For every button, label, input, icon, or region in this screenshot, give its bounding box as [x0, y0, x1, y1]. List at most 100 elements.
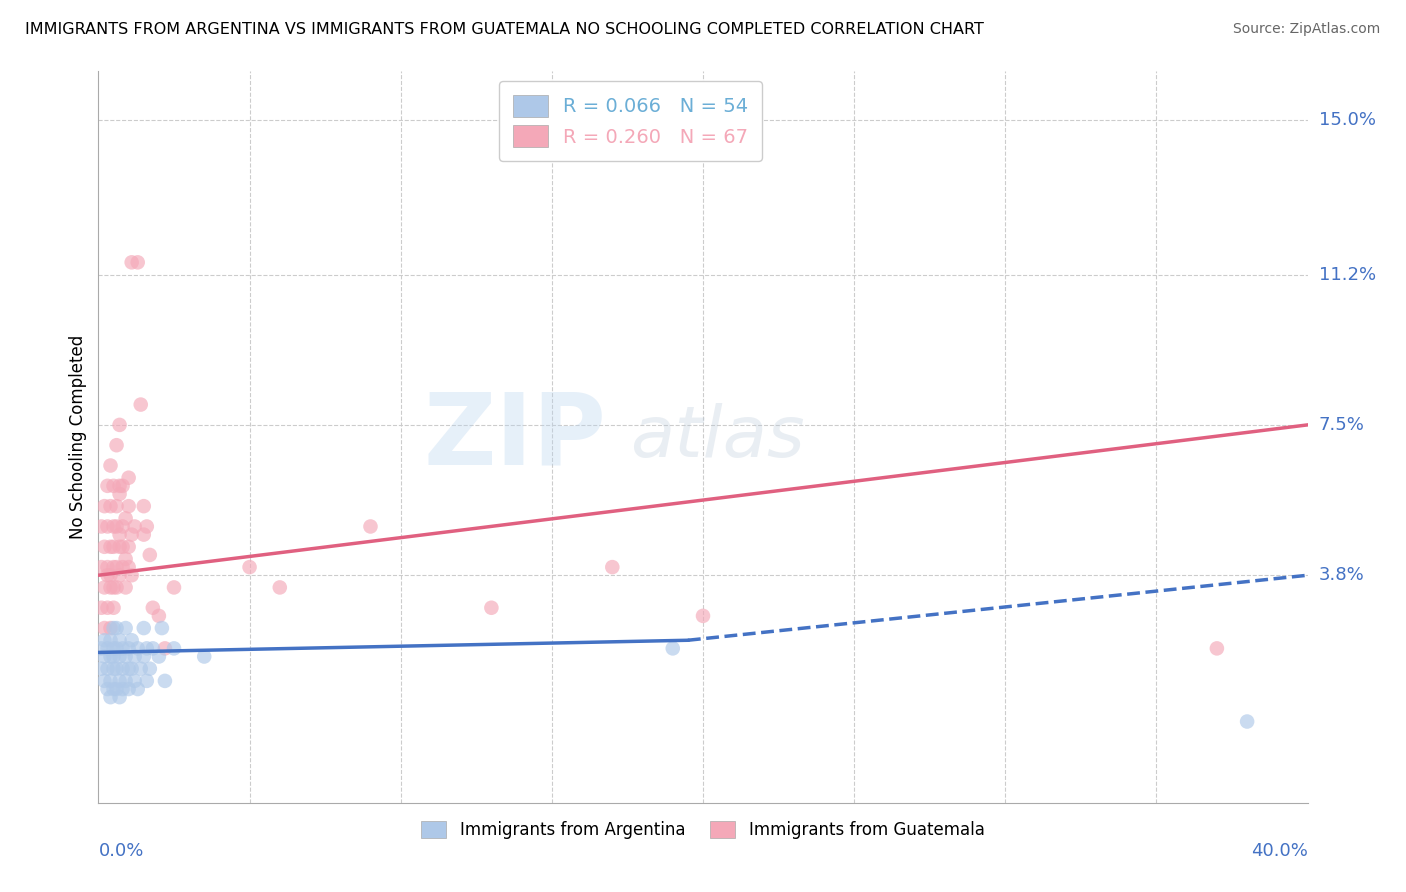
Text: 15.0%: 15.0%: [1319, 112, 1375, 129]
Point: [103, 600, 125, 615]
Point: [108, 673, 131, 688]
Point: [269, 581, 291, 595]
Point: [127, 681, 149, 696]
Point: [100, 621, 122, 635]
Point: [139, 548, 162, 562]
Point: [118, 681, 141, 696]
Point: [139, 662, 162, 676]
Point: [118, 641, 141, 656]
Point: [360, 519, 382, 533]
Point: [103, 540, 125, 554]
Point: [103, 681, 125, 696]
Point: [108, 487, 131, 501]
Point: [96, 641, 118, 656]
Point: [135, 519, 157, 533]
Point: [132, 649, 155, 664]
Point: [103, 519, 125, 533]
Y-axis label: No Schooling Completed: No Schooling Completed: [69, 335, 87, 539]
Point: [108, 479, 131, 493]
Point: [111, 479, 134, 493]
Point: [114, 511, 136, 525]
Point: [118, 560, 141, 574]
Point: [148, 649, 170, 664]
Point: [118, 499, 141, 513]
Point: [105, 621, 128, 635]
Point: [121, 633, 143, 648]
Point: [90, 641, 112, 656]
Point: [108, 417, 131, 432]
Point: [114, 581, 136, 595]
Point: [114, 649, 136, 664]
Point: [132, 621, 155, 635]
Legend: Immigrants from Argentina, Immigrants from Guatemala: Immigrants from Argentina, Immigrants fr…: [415, 814, 991, 846]
Point: [103, 621, 125, 635]
Point: [121, 527, 143, 541]
Text: 11.2%: 11.2%: [1319, 266, 1376, 284]
Text: 40.0%: 40.0%: [1251, 842, 1308, 860]
Point: [100, 649, 122, 664]
Point: [100, 568, 122, 582]
Point: [121, 255, 143, 269]
Point: [142, 600, 165, 615]
Point: [108, 690, 131, 705]
Point: [96, 681, 118, 696]
Point: [90, 600, 112, 615]
Text: Source: ZipAtlas.com: Source: ZipAtlas.com: [1233, 22, 1381, 37]
Point: [100, 499, 122, 513]
Point: [132, 527, 155, 541]
Point: [239, 560, 262, 574]
Point: [111, 681, 134, 696]
Point: [96, 600, 118, 615]
Point: [114, 621, 136, 635]
Point: [108, 568, 131, 582]
Point: [111, 662, 134, 676]
Point: [135, 641, 157, 656]
Point: [96, 479, 118, 493]
Text: IMMIGRANTS FROM ARGENTINA VS IMMIGRANTS FROM GUATEMALA NO SCHOOLING COMPLETED CO: IMMIGRANTS FROM ARGENTINA VS IMMIGRANTS …: [25, 22, 984, 37]
Point: [132, 499, 155, 513]
Text: 3.8%: 3.8%: [1319, 566, 1364, 584]
Point: [96, 568, 118, 582]
Point: [1206, 641, 1229, 656]
Point: [481, 600, 503, 615]
Point: [93, 649, 115, 664]
Text: ZIP: ZIP: [423, 389, 606, 485]
Point: [93, 540, 115, 554]
Point: [93, 581, 115, 595]
Point: [108, 540, 131, 554]
Point: [100, 690, 122, 705]
Point: [111, 560, 134, 574]
Point: [135, 673, 157, 688]
Point: [105, 499, 128, 513]
Point: [118, 471, 141, 485]
Point: [163, 641, 186, 656]
Text: 0.0%: 0.0%: [98, 842, 143, 860]
Point: [124, 519, 146, 533]
Point: [108, 633, 131, 648]
Point: [118, 540, 141, 554]
Text: 7.5%: 7.5%: [1319, 416, 1365, 434]
Point: [100, 673, 122, 688]
Point: [114, 673, 136, 688]
Point: [105, 681, 128, 696]
Point: [93, 673, 115, 688]
Point: [108, 649, 131, 664]
Point: [127, 255, 149, 269]
Point: [90, 519, 112, 533]
Point: [105, 581, 128, 595]
Point: [602, 560, 624, 574]
Point: [692, 608, 714, 623]
Point: [103, 581, 125, 595]
Point: [105, 641, 128, 656]
Point: [96, 662, 118, 676]
Point: [129, 398, 152, 412]
Point: [93, 621, 115, 635]
Point: [1236, 714, 1258, 729]
Point: [118, 662, 141, 676]
Point: [100, 458, 122, 473]
Point: [124, 673, 146, 688]
Point: [100, 540, 122, 554]
Point: [108, 527, 131, 541]
Point: [193, 649, 215, 664]
Point: [153, 673, 176, 688]
